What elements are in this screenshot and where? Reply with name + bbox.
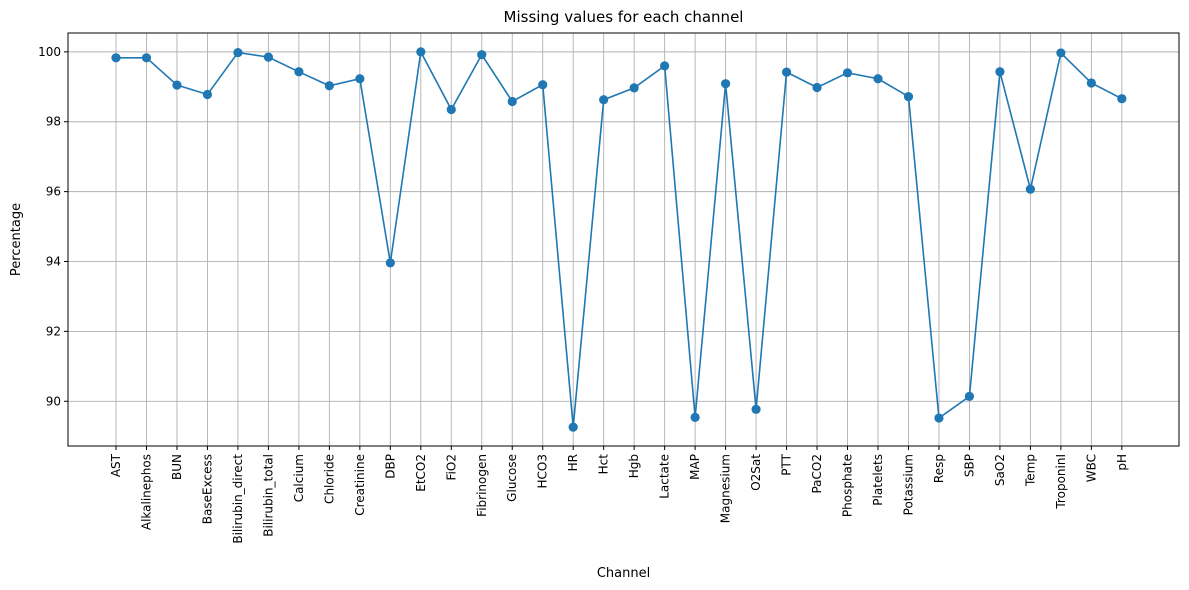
- data-point: [995, 67, 1005, 77]
- x-tick-label: BaseExcess: [200, 454, 214, 524]
- x-tick-label: DBP: [383, 454, 397, 479]
- data-point: [599, 95, 609, 105]
- chart-title: Missing values for each channel: [504, 8, 744, 26]
- plot-frame: [67, 32, 1180, 447]
- x-tick-label: Glucose: [505, 454, 519, 502]
- series-line: [116, 49, 1123, 428]
- data-point: [721, 79, 731, 89]
- y-tick-label: 96: [46, 185, 61, 199]
- x-tick-label: Alkalinephos: [139, 454, 153, 530]
- x-tick-label: Temp: [1023, 454, 1037, 487]
- x-tick-label: AST: [109, 453, 123, 477]
- y-tick-label: 90: [46, 394, 61, 408]
- x-tick-label: Bilirubin_total: [261, 454, 275, 537]
- x-tick-label: O2Sat: [749, 454, 763, 491]
- data-point: [507, 96, 517, 107]
- data-point: [172, 80, 182, 90]
- data-point: [1086, 78, 1096, 88]
- data-point: [1056, 48, 1066, 58]
- x-tick-label: FiO2: [444, 454, 458, 480]
- data-point: [477, 50, 487, 60]
- x-tick-label: Creatinine: [353, 454, 367, 516]
- data-point: [294, 67, 304, 77]
- data-point: [202, 89, 213, 100]
- x-tick-label: Bilirubin_direct: [231, 454, 245, 544]
- data-point: [141, 53, 152, 63]
- x-tick-label: Calcium: [292, 454, 306, 502]
- data-point: [842, 68, 853, 78]
- y-tick-label: 94: [46, 255, 61, 269]
- data-point: [903, 91, 914, 102]
- x-tick-label: WBC: [1084, 454, 1098, 482]
- data-point: [416, 47, 426, 57]
- data-point: [751, 404, 761, 414]
- x-tick-label: Chloride: [322, 454, 336, 504]
- x-tick-label: Potassium: [901, 454, 915, 515]
- data-point: [781, 67, 792, 77]
- data-points: [111, 47, 1127, 432]
- data-point: [629, 83, 639, 93]
- data-point: [385, 258, 395, 268]
- data-point: [568, 422, 578, 432]
- data-point: [355, 74, 365, 84]
- data-point: [812, 82, 822, 93]
- data-point: [1117, 94, 1127, 104]
- y-tick-label: 100: [38, 45, 61, 59]
- x-tick-label: TroponinI: [1054, 454, 1068, 510]
- x-tick-label: PaCO2: [810, 454, 824, 494]
- axis-ticks: AST Alkalinephos BUN BaseExcess Bilirubin_di…: [38, 45, 1129, 544]
- x-tick-label: HR: [566, 454, 580, 471]
- x-tick-label: Hct: [597, 454, 611, 475]
- data-point: [446, 104, 456, 115]
- data-point: [934, 413, 944, 423]
- y-axis-label: Percentage: [9, 203, 24, 276]
- data-point: [263, 52, 273, 62]
- x-tick-label: Magnesium: [719, 454, 733, 523]
- data-point: [233, 47, 243, 58]
- x-tick-label: Lactate: [658, 454, 672, 499]
- data-point: [873, 74, 883, 84]
- x-tick-label: HCO3: [536, 454, 550, 488]
- x-axis-label: Channel: [597, 566, 650, 581]
- x-tick-label: MAP: [688, 454, 702, 480]
- x-tick-label: Phosphate: [841, 454, 855, 517]
- x-tick-label: SBP: [962, 454, 976, 477]
- data-point: [690, 412, 700, 422]
- x-tick-label: pH: [1115, 454, 1129, 471]
- x-tick-label: SaO2: [993, 454, 1007, 486]
- grid: [68, 33, 1179, 446]
- y-tick-label: 98: [46, 115, 61, 129]
- data-point: [964, 391, 975, 401]
- data-point: [324, 81, 334, 91]
- x-tick-label: Fibrinogen: [475, 454, 489, 517]
- x-tick-label: Hgb: [627, 454, 641, 478]
- data-point: [111, 53, 121, 63]
- data-point: [538, 80, 548, 90]
- x-tick-label: EtCO2: [414, 454, 428, 492]
- x-tick-label: BUN: [170, 454, 184, 480]
- data-point: [660, 61, 670, 71]
- x-tick-label: Platelets: [871, 454, 885, 506]
- x-tick-label: Resp: [932, 454, 946, 483]
- x-tick-label: PTT: [780, 453, 794, 475]
- y-tick-label: 92: [46, 324, 61, 338]
- data-point: [1025, 184, 1035, 194]
